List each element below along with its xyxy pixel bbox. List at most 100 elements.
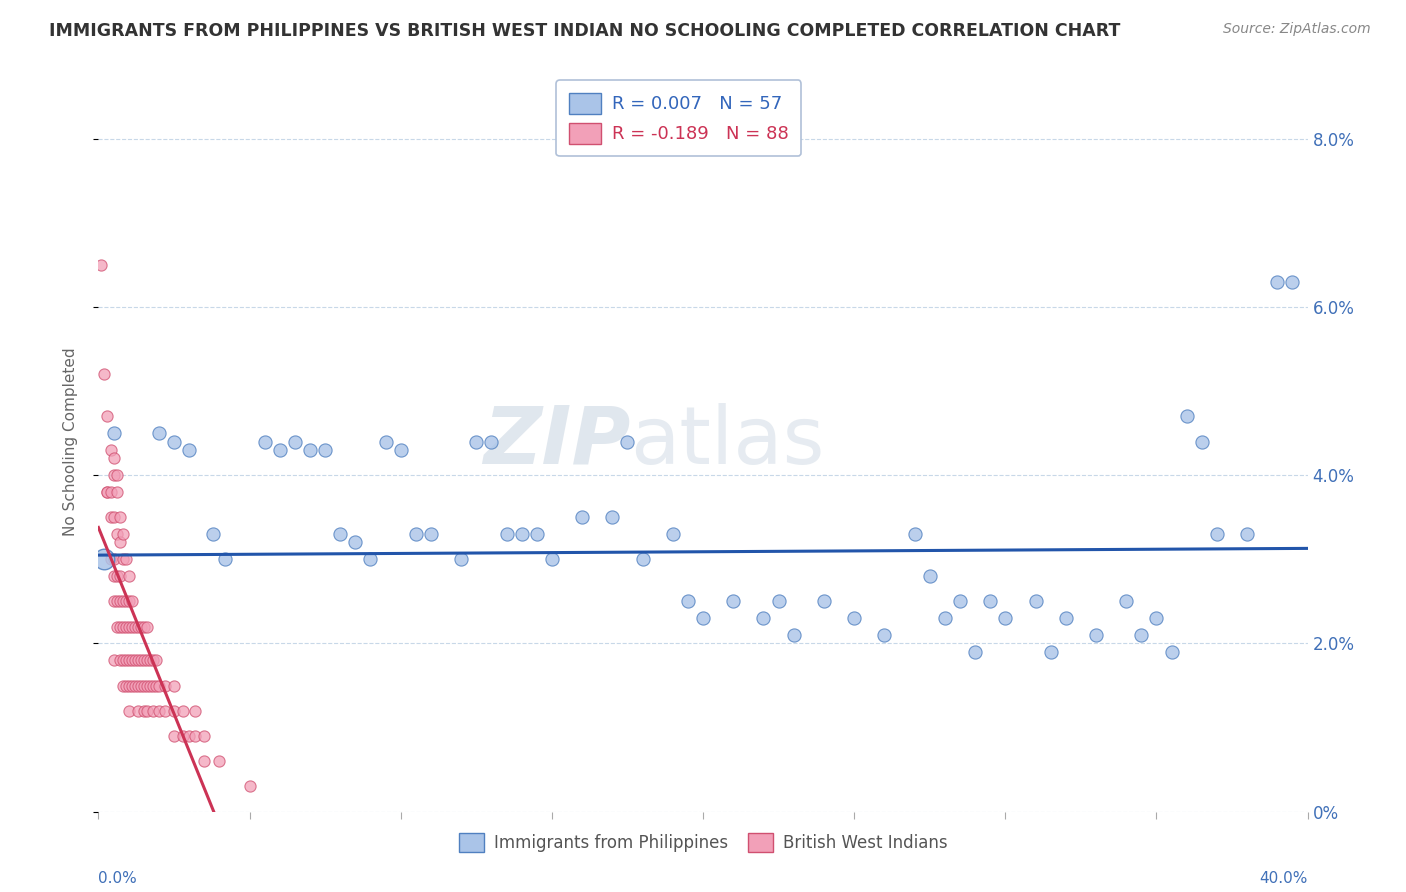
Point xyxy=(103,451,125,466)
Point xyxy=(93,368,115,382)
Text: ZIP: ZIP xyxy=(484,402,630,481)
Point xyxy=(420,527,443,541)
Point xyxy=(873,628,896,642)
Point xyxy=(1236,527,1258,541)
Point xyxy=(135,619,157,633)
Point xyxy=(1144,611,1167,625)
Point xyxy=(108,535,131,549)
Text: 0.0%: 0.0% xyxy=(98,871,138,886)
Point xyxy=(132,679,155,693)
Point xyxy=(1130,628,1153,642)
Point xyxy=(114,653,136,667)
Point xyxy=(148,679,170,693)
Point xyxy=(132,653,155,667)
Point xyxy=(111,653,134,667)
Point xyxy=(526,527,548,541)
Point xyxy=(949,594,972,608)
Point xyxy=(692,611,714,625)
Point xyxy=(135,653,157,667)
Point xyxy=(100,552,122,566)
Point xyxy=(100,442,122,457)
Point xyxy=(103,552,125,566)
Point xyxy=(135,704,157,718)
Point xyxy=(465,434,488,449)
Point xyxy=(153,679,176,693)
Point xyxy=(208,754,231,768)
Point xyxy=(768,594,790,608)
Point xyxy=(723,594,745,608)
Point xyxy=(202,527,225,541)
Point xyxy=(121,679,143,693)
Point xyxy=(93,552,115,566)
Point xyxy=(752,611,775,625)
Point xyxy=(114,679,136,693)
Point xyxy=(105,569,128,583)
Point xyxy=(145,653,167,667)
Point xyxy=(314,442,336,457)
Point xyxy=(121,619,143,633)
Point xyxy=(965,645,987,659)
Point xyxy=(1024,594,1046,608)
Point xyxy=(813,594,835,608)
Point xyxy=(100,510,122,524)
Point xyxy=(450,552,472,566)
Point xyxy=(108,569,131,583)
Point xyxy=(179,442,201,457)
Point xyxy=(105,468,128,483)
Point xyxy=(124,653,146,667)
Point xyxy=(148,426,170,441)
Point xyxy=(163,679,186,693)
Point xyxy=(374,434,396,449)
Point xyxy=(135,679,157,693)
Point xyxy=(139,653,162,667)
Point xyxy=(153,704,176,718)
Point xyxy=(108,510,131,524)
Point xyxy=(111,552,134,566)
Point xyxy=(904,527,927,541)
Point xyxy=(145,679,167,693)
Point xyxy=(540,552,562,566)
Point xyxy=(631,552,654,566)
Point xyxy=(172,704,194,718)
Point xyxy=(108,594,131,608)
Point xyxy=(105,527,128,541)
Point xyxy=(124,619,146,633)
Point xyxy=(132,619,155,633)
Point xyxy=(184,729,207,743)
Point xyxy=(783,628,806,642)
Point xyxy=(193,754,215,768)
Point xyxy=(118,619,141,633)
Point xyxy=(405,527,427,541)
Point xyxy=(114,552,136,566)
Point xyxy=(90,258,112,272)
Point xyxy=(239,780,262,794)
Point xyxy=(1160,645,1182,659)
Point xyxy=(179,729,201,743)
Point xyxy=(100,485,122,500)
Point xyxy=(124,679,146,693)
Point xyxy=(132,704,155,718)
Point xyxy=(329,527,352,541)
Point xyxy=(111,619,134,633)
Text: 40.0%: 40.0% xyxy=(1260,871,1308,886)
Point xyxy=(299,442,322,457)
Point xyxy=(129,679,152,693)
Text: atlas: atlas xyxy=(630,402,825,481)
Point xyxy=(994,611,1017,625)
Point xyxy=(1085,628,1108,642)
Point xyxy=(105,619,128,633)
Point xyxy=(389,442,412,457)
Point xyxy=(184,704,207,718)
Point xyxy=(360,552,382,566)
Point xyxy=(118,594,141,608)
Text: IMMIGRANTS FROM PHILIPPINES VS BRITISH WEST INDIAN NO SCHOOLING COMPLETED CORREL: IMMIGRANTS FROM PHILIPPINES VS BRITISH W… xyxy=(49,22,1121,40)
Point xyxy=(103,594,125,608)
Point xyxy=(103,468,125,483)
Point xyxy=(934,611,956,625)
Point xyxy=(510,527,533,541)
Point xyxy=(844,611,866,625)
Point xyxy=(1039,645,1062,659)
Point xyxy=(127,653,149,667)
Point xyxy=(118,679,141,693)
Point xyxy=(96,485,118,500)
